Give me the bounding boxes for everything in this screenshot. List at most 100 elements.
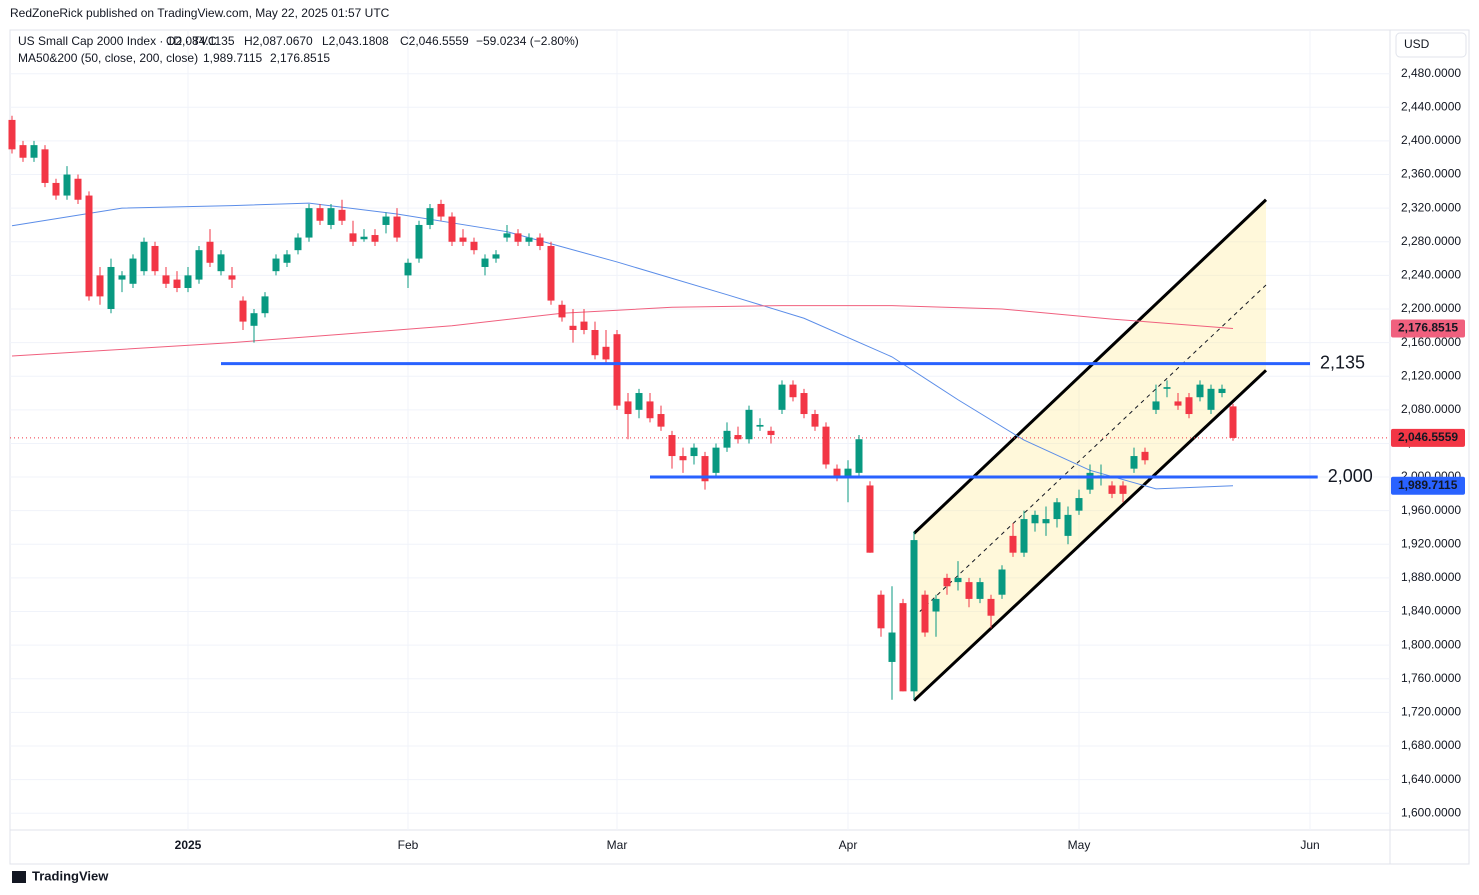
candle-body (1075, 498, 1083, 511)
candle-body (976, 582, 984, 599)
candle-body (1174, 401, 1182, 406)
candle-body (778, 384, 786, 410)
candle-body (767, 430, 775, 436)
candle-body (1152, 401, 1160, 410)
candle-body (602, 346, 610, 360)
change-value: −59.0234 (−2.80%) (476, 34, 579, 48)
candle-body (52, 182, 60, 196)
candle-body (426, 208, 434, 225)
publisher: RedZoneRick published on TradingView.com… (10, 6, 390, 20)
candle-body (30, 145, 38, 158)
y-tick-label: 2,240.0000 (1401, 268, 1461, 282)
candle-body (547, 245, 555, 301)
y-tick-label: 1,680.0000 (1401, 738, 1461, 752)
candle-body (591, 330, 599, 356)
candle-body (712, 447, 720, 473)
candle-body (173, 279, 181, 288)
candle-body (437, 203, 445, 217)
candle-body (349, 233, 357, 242)
candle-body (965, 582, 973, 599)
candle-body (756, 424, 764, 427)
candle-body (921, 594, 929, 633)
y-tick-label: 1,880.0000 (1401, 570, 1461, 584)
candle-body (1119, 485, 1127, 494)
ohlc-value: O2,084.1135 (166, 34, 235, 48)
candle-body (415, 224, 423, 259)
y-tick-label: 2,280.0000 (1401, 234, 1461, 248)
candle-body (800, 393, 808, 415)
y-tick-label: 2,400.0000 (1401, 133, 1461, 147)
x-tick-label: 2025 (175, 838, 202, 852)
y-tick-label: 1,960.0000 (1401, 503, 1461, 517)
candle-body (1042, 519, 1050, 524)
candle-body (316, 208, 324, 221)
candle-body (206, 241, 214, 263)
candle-body (1207, 388, 1215, 410)
candle-body (734, 435, 742, 440)
candle-body (1020, 519, 1028, 553)
candle-body (74, 178, 82, 200)
candle-body (305, 208, 313, 238)
y-tick-label: 2,440.0000 (1401, 99, 1461, 113)
candle-body (580, 321, 588, 330)
candle-body (1196, 384, 1204, 398)
candle-body (360, 236, 368, 240)
candle-body (459, 237, 467, 242)
candle-body (250, 313, 258, 326)
y-tick-label: 2,480.0000 (1401, 66, 1461, 80)
y-tick-label: 1,840.0000 (1401, 604, 1461, 618)
candle-body (19, 145, 27, 158)
candle-body (833, 468, 841, 478)
candle-body (624, 401, 632, 415)
x-tick-label: Apr (839, 838, 858, 852)
candle-body (822, 426, 830, 465)
price-badge (1391, 476, 1465, 495)
candle-body (536, 237, 544, 246)
candle-body (855, 439, 863, 473)
candle-body (118, 275, 126, 280)
candle-body (1064, 514, 1072, 536)
candle-body (525, 237, 533, 242)
ma-title: MA50&200 (50, close, 200, close) (18, 51, 198, 65)
candle-body (382, 216, 390, 225)
ohlc-value: H2,087.0670 (244, 34, 313, 48)
candle-body (272, 258, 280, 272)
y-tick-label: 1,760.0000 (1401, 671, 1461, 685)
currency-box[interactable] (1395, 32, 1467, 58)
ohlc-value: C2,046.5559 (400, 34, 469, 48)
candle-body (690, 447, 698, 457)
candle-body (481, 258, 489, 267)
brand-logo (12, 871, 26, 883)
candle-body (503, 233, 511, 238)
candle-body (569, 325, 577, 330)
candle-body (635, 393, 643, 410)
symbol: US Small Cap 2000 Index · 1D · TVC (18, 34, 217, 48)
ma-line (11, 305, 1234, 357)
channel-line (912, 369, 1268, 702)
ohlc-value: L2,043.1808 (322, 34, 389, 48)
candle-body (1108, 485, 1116, 494)
ma-value: 1,989.7115 (203, 51, 262, 65)
candle-body (470, 241, 478, 251)
candle-body (1141, 451, 1149, 461)
candle-body (217, 254, 225, 272)
candle-body (668, 435, 676, 457)
candle-body (1031, 514, 1039, 524)
candle-body (404, 262, 412, 276)
y-tick-label: 1,800.0000 (1401, 637, 1461, 651)
price-badge-label: 2,046.5559 (1398, 430, 1458, 444)
x-tick-label: Jun (1300, 838, 1319, 852)
candle-body (514, 233, 522, 242)
y-tick-label: 2,320.0000 (1401, 200, 1461, 214)
candle-body (41, 149, 49, 183)
y-tick-label: 1,720.0000 (1401, 705, 1461, 719)
candle-body (888, 632, 896, 662)
candle-body (283, 254, 291, 263)
candle-body (294, 237, 302, 251)
candle-body (1130, 456, 1138, 469)
y-tick-label: 2,200.0000 (1401, 301, 1461, 315)
price-badge (1391, 428, 1465, 447)
candle-body (1086, 472, 1094, 490)
